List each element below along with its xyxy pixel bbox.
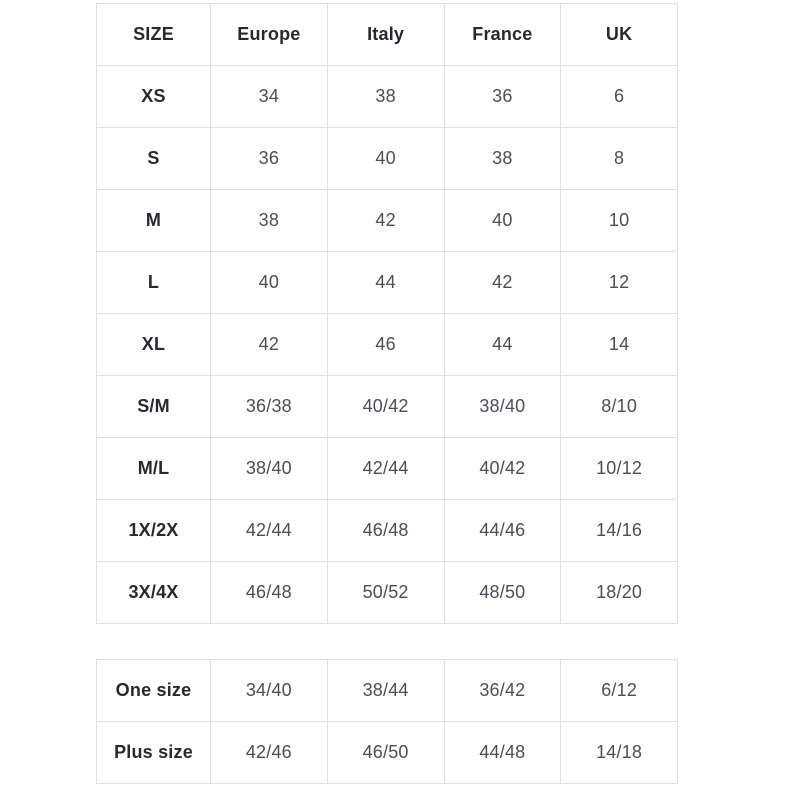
value-cell: 38/40: [443, 375, 562, 438]
column-header: UK: [560, 3, 678, 66]
table-row: S 36 40 38 8: [96, 127, 678, 190]
value-cell: 42: [443, 251, 562, 314]
size-label-cell: Plus size: [96, 721, 211, 784]
value-cell: 18/20: [560, 561, 678, 624]
value-cell: 14/18: [560, 721, 678, 784]
value-cell: 38/44: [326, 659, 445, 722]
size-label-cell: M/L: [96, 437, 211, 500]
size-table-body: XS 34 38 36 6 S 36 40 38 8 M 38 42 40 10 L 40 44 42 12 XL 42 4…: [96, 65, 678, 624]
table-row: M 38 42 40 10: [96, 189, 678, 252]
value-cell: 48/50: [443, 561, 562, 624]
size-label-cell: 3X/4X: [96, 561, 211, 624]
value-cell: 36/42: [443, 659, 562, 722]
value-cell: 38: [443, 127, 562, 190]
value-cell: 46/48: [210, 561, 328, 624]
value-cell: 6: [560, 65, 678, 128]
value-cell: 40/42: [326, 375, 445, 438]
value-cell: 40: [210, 251, 328, 314]
size-conversion-table: SIZE Europe Italy France UK XS 34 38 36 6 S 36 40 38…: [96, 3, 678, 624]
table-row: XS 34 38 36 6: [96, 65, 678, 128]
value-cell: 12: [560, 251, 678, 314]
value-cell: 38: [210, 189, 328, 252]
table-row: M/L 38/40 42/44 40/42 10/12: [96, 437, 678, 500]
column-header: Europe: [210, 3, 328, 66]
value-cell: 50/52: [326, 561, 445, 624]
column-header: Italy: [326, 3, 445, 66]
value-cell: 42/44: [326, 437, 445, 500]
value-cell: 42: [210, 313, 328, 376]
size-label-cell: S: [96, 127, 211, 190]
value-cell: 36: [443, 65, 562, 128]
value-cell: 40/42: [443, 437, 562, 500]
value-cell: 44: [443, 313, 562, 376]
value-cell: 6/12: [560, 659, 678, 722]
table-row: 1X/2X 42/44 46/48 44/46 14/16: [96, 499, 678, 562]
value-cell: 14: [560, 313, 678, 376]
value-cell: 14/16: [560, 499, 678, 562]
special-sizes-body: One size 34/40 38/44 36/42 6/12 Plus size 42/4…: [96, 659, 678, 784]
table-row: XL 42 46 44 14: [96, 313, 678, 376]
value-cell: 36/38: [210, 375, 328, 438]
value-cell: 10: [560, 189, 678, 252]
size-label-cell: M: [96, 189, 211, 252]
value-cell: 46/48: [326, 499, 445, 562]
value-cell: 38: [326, 65, 445, 128]
value-cell: 42/44: [210, 499, 328, 562]
size-label-cell: L: [96, 251, 211, 314]
table-row: One size 34/40 38/44 36/42 6/12: [96, 659, 678, 722]
value-cell: 36: [210, 127, 328, 190]
value-cell: 46/50: [326, 721, 445, 784]
value-cell: 34/40: [210, 659, 328, 722]
size-label-cell: XL: [96, 313, 211, 376]
special-sizes-table: One size 34/40 38/44 36/42 6/12 Plus size 42/4…: [96, 659, 678, 784]
column-header: France: [443, 3, 562, 66]
table-row: S/M 36/38 40/42 38/40 8/10: [96, 375, 678, 438]
table-row: L 40 44 42 12: [96, 251, 678, 314]
table-row: 3X/4X 46/48 50/52 48/50 18/20: [96, 561, 678, 624]
size-label-cell: XS: [96, 65, 211, 128]
value-cell: 42: [326, 189, 445, 252]
size-label-cell: S/M: [96, 375, 211, 438]
value-cell: 42/46: [210, 721, 328, 784]
value-cell: 44/46: [443, 499, 562, 562]
table-row: Plus size 42/46 46/50 44/48 14/18: [96, 721, 678, 784]
tables-container: SIZE Europe Italy France UK XS 34 38 36 6 S 36 40 38…: [96, 3, 678, 784]
header-row: SIZE Europe Italy France UK: [96, 3, 678, 66]
column-header: SIZE: [96, 3, 211, 66]
value-cell: 8/10: [560, 375, 678, 438]
value-cell: 34: [210, 65, 328, 128]
size-label-cell: One size: [96, 659, 211, 722]
size-table-header: SIZE Europe Italy France UK: [96, 3, 678, 66]
value-cell: 40: [326, 127, 445, 190]
value-cell: 8: [560, 127, 678, 190]
value-cell: 46: [326, 313, 445, 376]
size-label-cell: 1X/2X: [96, 499, 211, 562]
value-cell: 44/48: [443, 721, 562, 784]
value-cell: 38/40: [210, 437, 328, 500]
value-cell: 40: [443, 189, 562, 252]
value-cell: 44: [326, 251, 445, 314]
value-cell: 10/12: [560, 437, 678, 500]
